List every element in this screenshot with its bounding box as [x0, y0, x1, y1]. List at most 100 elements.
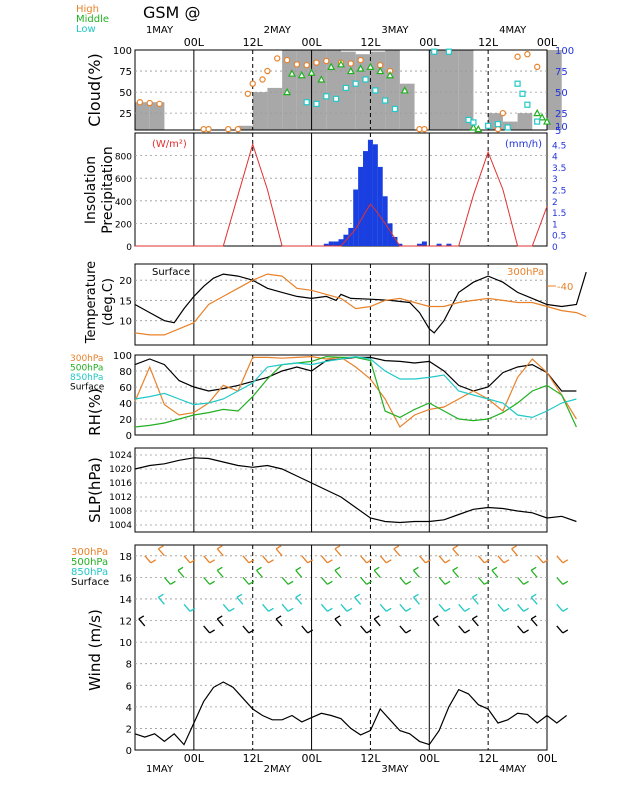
wind-barb-300-feather: [158, 545, 164, 550]
date-label-top: 3MAY: [381, 25, 409, 36]
wind-ytick: 4: [126, 703, 132, 714]
cloud-high-point: [421, 125, 428, 133]
wind-barb-500: [203, 576, 211, 585]
temp-300-label: 300hPa: [507, 267, 544, 278]
wind-barb-850: [497, 603, 505, 612]
cloud-middle-point: [297, 71, 306, 79]
precip-bar: [333, 241, 339, 246]
cloud-total-bar: [282, 50, 297, 130]
temp-surface-label: Surface: [152, 267, 190, 278]
precip-bar: [421, 241, 427, 246]
wind-barb-300-feather: [385, 559, 392, 564]
cloud-ytick-right: 75: [555, 67, 568, 78]
cloud-high-point: [313, 59, 320, 66]
cloud-middle-point: [366, 62, 375, 70]
cloud-frame: [134, 49, 548, 131]
date-label-top: 4MAY: [499, 25, 527, 36]
date-label-top: 1MAY: [146, 25, 174, 36]
rh-line-surface: [134, 356, 577, 392]
hour-label-bottom: 12L: [478, 752, 499, 765]
wind-barb-500: [177, 569, 185, 578]
wind-barb-850: [320, 603, 328, 612]
cloud-middle-point: [542, 117, 552, 125]
cloud-middle-point: [533, 108, 542, 117]
wind-barb-surface: [360, 625, 368, 634]
slp-ytick: 1024: [109, 451, 132, 461]
wind-barb-850-feather: [354, 593, 360, 598]
cloud-ytick-left: 25: [119, 109, 132, 120]
wind-barb-300: [301, 555, 309, 564]
cloud-low-point: [534, 118, 541, 125]
cloud-middle-point: [336, 60, 346, 68]
cloud-high-point: [156, 100, 163, 108]
wind-barb-300: [497, 555, 505, 564]
wind-barb-surface-feather: [275, 615, 282, 620]
wind-legend-500hpa: 500hPa: [71, 557, 108, 568]
wind-barb-300: [556, 555, 564, 564]
cloud-low-point: [514, 80, 521, 87]
rh-ylabel: RH(%): [86, 388, 104, 436]
cloud-low-point: [494, 121, 502, 128]
cloud-high-point: [244, 90, 252, 97]
wind-barb-300-feather: [189, 559, 196, 564]
precip-bar: [372, 144, 378, 246]
wind-barb-300: [334, 548, 342, 557]
precip-bar: [436, 243, 442, 246]
cloud-ylabel: Cloud(%): [85, 53, 104, 126]
cloud-low-point: [382, 97, 389, 104]
precip-ytick-right: 1: [552, 220, 558, 230]
precip-ytick-right: 0: [552, 243, 558, 253]
wind-barb-500: [452, 569, 460, 578]
rh-ytick: 20: [119, 415, 132, 426]
cloud-total-bar: [429, 50, 444, 130]
wind-barb-300: [452, 548, 460, 557]
wind-barb-500-feather: [256, 566, 262, 571]
wind-barb-300: [216, 548, 224, 557]
wind-barb-850-feather: [530, 593, 537, 598]
wind-barb-500: [320, 576, 328, 585]
insol-ytick-left: 200: [115, 220, 132, 230]
wind-barb-500: [360, 576, 368, 585]
cloud-low-point: [313, 100, 320, 107]
wind-barb-500: [530, 569, 538, 578]
wind-barb-850-feather: [189, 607, 196, 612]
wind-barb-500: [517, 576, 525, 585]
wind-barb-500-feather: [295, 566, 302, 571]
cloud-high-point: [264, 67, 271, 75]
cloud-middle-point: [283, 87, 292, 96]
hour-label-bottom: 00L: [537, 752, 558, 765]
cloud-high-point: [514, 53, 521, 60]
wind-barb-850: [379, 603, 387, 612]
cloud-high-point: [224, 125, 232, 133]
rh-ytick: 60: [119, 383, 132, 394]
wind-barb-850-feather: [236, 593, 243, 598]
temp-ylabel-1: Temperature: [84, 261, 99, 344]
wind-ytick: 8: [126, 660, 132, 671]
wind-barb-300-feather: [268, 559, 274, 564]
precip-ytick-right: 3.5: [552, 164, 566, 174]
cloud-middle-point: [287, 69, 296, 77]
wind-barb-300: [157, 548, 165, 557]
rh-line-850hpa: [134, 355, 577, 419]
wind-barb-500-feather: [287, 580, 294, 585]
insolation-line: [135, 142, 548, 247]
wind-barb-300: [393, 548, 401, 557]
cloud-total-bar: [547, 50, 562, 130]
cloud-high-point: [249, 80, 256, 87]
cloud-middle-point: [307, 68, 316, 76]
slp-ylabel: SLP(hPa): [86, 457, 104, 523]
wind-barb-300-feather: [425, 559, 431, 564]
wind-barb-500-feather: [562, 580, 569, 585]
hour-label-top: 12L: [243, 36, 264, 49]
cloud-low-point: [342, 84, 350, 91]
cloud-total-bar: [311, 50, 327, 130]
cloud-total-bar: [517, 113, 533, 130]
wind-barb-500: [281, 576, 289, 585]
slp-ytick: 1004: [109, 521, 132, 531]
wind-barb-300-feather: [150, 559, 157, 564]
wind-barb-300-feather: [209, 559, 216, 564]
cloud-ytick-left: 75: [119, 67, 132, 78]
wind-barb-500: [412, 569, 420, 578]
wind-barb-500-feather: [491, 566, 498, 571]
wind-barb-850: [458, 603, 466, 612]
